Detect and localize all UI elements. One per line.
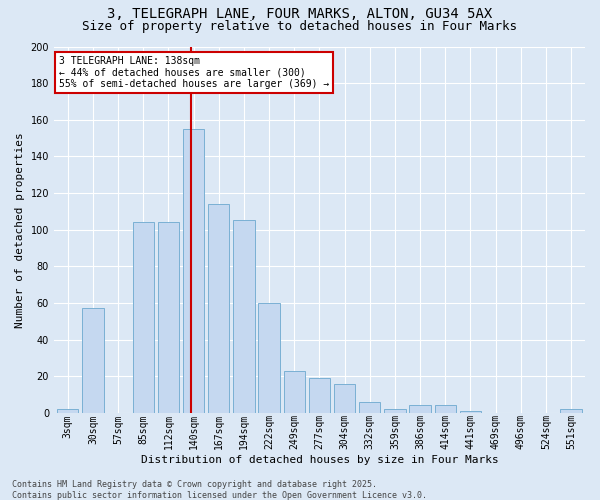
Bar <box>183 129 205 413</box>
Text: 3, TELEGRAPH LANE, FOUR MARKS, ALTON, GU34 5AX: 3, TELEGRAPH LANE, FOUR MARKS, ALTON, GU… <box>107 8 493 22</box>
Bar <box>560 409 582 413</box>
Y-axis label: Number of detached properties: Number of detached properties <box>15 132 25 328</box>
Bar <box>359 402 380 413</box>
Text: 3 TELEGRAPH LANE: 138sqm
← 44% of detached houses are smaller (300)
55% of semi-: 3 TELEGRAPH LANE: 138sqm ← 44% of detach… <box>59 56 329 89</box>
Text: Size of property relative to detached houses in Four Marks: Size of property relative to detached ho… <box>83 20 517 33</box>
Bar <box>384 409 406 413</box>
Bar <box>82 308 104 413</box>
Bar <box>409 406 431 413</box>
Text: Contains HM Land Registry data © Crown copyright and database right 2025.
Contai: Contains HM Land Registry data © Crown c… <box>12 480 427 500</box>
Bar <box>284 370 305 413</box>
X-axis label: Distribution of detached houses by size in Four Marks: Distribution of detached houses by size … <box>140 455 499 465</box>
Bar <box>57 409 79 413</box>
Bar <box>208 204 229 413</box>
Bar <box>460 411 481 413</box>
Bar <box>158 222 179 413</box>
Bar <box>233 220 254 413</box>
Bar <box>309 378 330 413</box>
Bar <box>334 384 355 413</box>
Bar <box>259 303 280 413</box>
Bar <box>434 406 456 413</box>
Bar <box>133 222 154 413</box>
